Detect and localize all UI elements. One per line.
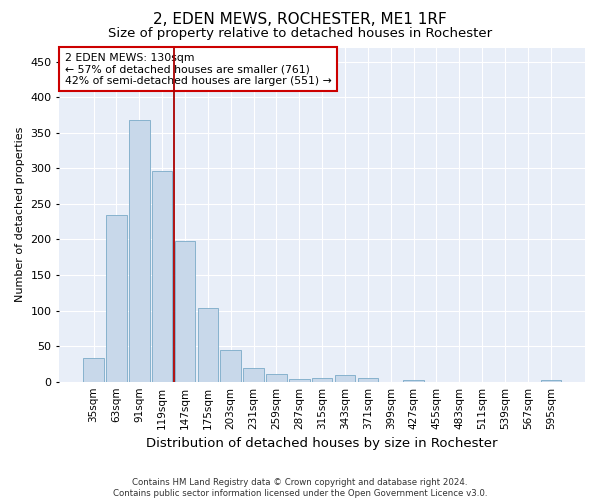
Bar: [335, 374, 355, 382]
Bar: [289, 379, 310, 382]
Bar: [83, 358, 104, 382]
Text: Size of property relative to detached houses in Rochester: Size of property relative to detached ho…: [108, 28, 492, 40]
Bar: [358, 378, 378, 382]
Bar: [541, 380, 561, 382]
Bar: [220, 350, 241, 382]
Bar: [197, 308, 218, 382]
Text: Contains HM Land Registry data © Crown copyright and database right 2024.
Contai: Contains HM Land Registry data © Crown c…: [113, 478, 487, 498]
X-axis label: Distribution of detached houses by size in Rochester: Distribution of detached houses by size …: [146, 437, 498, 450]
Bar: [152, 170, 172, 382]
Bar: [129, 120, 149, 382]
Text: 2 EDEN MEWS: 130sqm
← 57% of detached houses are smaller (761)
42% of semi-detac: 2 EDEN MEWS: 130sqm ← 57% of detached ho…: [65, 52, 331, 86]
Bar: [266, 374, 287, 382]
Bar: [106, 214, 127, 382]
Y-axis label: Number of detached properties: Number of detached properties: [15, 127, 25, 302]
Bar: [312, 378, 332, 382]
Text: 2, EDEN MEWS, ROCHESTER, ME1 1RF: 2, EDEN MEWS, ROCHESTER, ME1 1RF: [153, 12, 447, 28]
Bar: [243, 368, 264, 382]
Bar: [403, 380, 424, 382]
Bar: [175, 241, 195, 382]
